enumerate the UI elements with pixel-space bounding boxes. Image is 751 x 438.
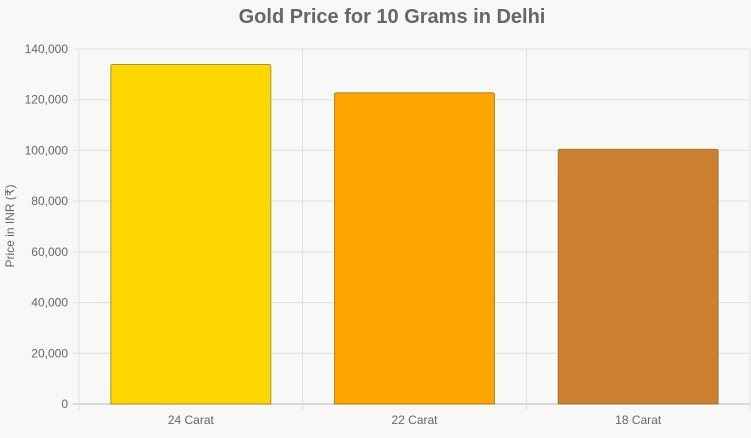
bar-18-carat [557,148,719,405]
chart-title: Gold Price for 10 Grams in Delhi [239,6,546,28]
y-tick-label: 80,000 [31,194,68,208]
y-tick-label: 20,000 [31,346,68,360]
y-tick-label: 60,000 [31,245,68,259]
x-tick-label: 22 Carat [391,413,438,427]
bar-24-carat [110,63,272,405]
y-tick-label: 140,000 [25,42,69,56]
bar-22-carat [334,92,495,405]
y-tick-label: 40,000 [31,296,68,310]
x-tick-label: 24 Carat [168,413,215,427]
y-axis-label: Price in INR (₹) [3,185,17,268]
y-tick-label: 0 [61,397,68,411]
y-tick-label: 100,000 [25,143,69,157]
y-tick-label: 120,000 [25,93,69,107]
x-tick-label: 18 Carat [615,413,662,427]
